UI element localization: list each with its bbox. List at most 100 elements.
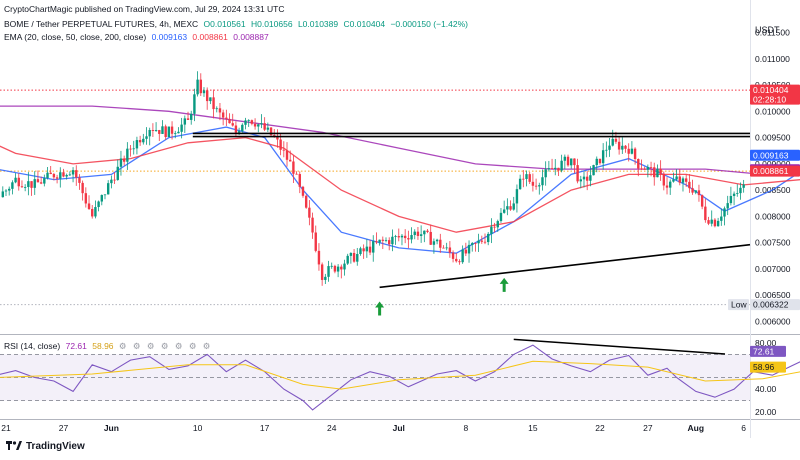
candle-body bbox=[381, 239, 385, 241]
time-tick-label: 27 bbox=[643, 423, 653, 433]
candle-body bbox=[621, 145, 624, 150]
candle-body bbox=[186, 118, 190, 120]
candle-body bbox=[205, 90, 209, 102]
candle-body bbox=[253, 123, 257, 127]
ema-line-ema50 bbox=[0, 136, 800, 233]
candle-body bbox=[314, 232, 317, 251]
candle-body bbox=[301, 186, 305, 196]
candle-body bbox=[298, 174, 301, 187]
price-label: 0.008861 bbox=[753, 166, 789, 176]
candle-body bbox=[646, 167, 650, 170]
candle-body bbox=[563, 156, 567, 161]
candle-body bbox=[333, 265, 337, 272]
candle-body bbox=[435, 239, 439, 242]
candle-body bbox=[52, 174, 56, 178]
candle-body bbox=[512, 203, 515, 210]
candle-body bbox=[336, 266, 340, 272]
price-tick-label: 0.011000 bbox=[755, 54, 790, 64]
candle-body bbox=[480, 240, 484, 242]
candle-body bbox=[110, 179, 113, 184]
candle-body bbox=[716, 220, 720, 227]
candle-body bbox=[276, 136, 279, 140]
candle-body bbox=[263, 123, 266, 130]
rsi-tick-label: 80.00 bbox=[755, 338, 777, 348]
candle-body bbox=[640, 168, 643, 170]
ema-legend[interactable]: EMA (20, close, 50, close, 200, close) 0… bbox=[4, 32, 272, 42]
price-tick-label: 0.008000 bbox=[755, 211, 791, 221]
candle-body bbox=[221, 112, 225, 118]
candle-body bbox=[659, 168, 662, 174]
rsi-signal-value: 58.96 bbox=[92, 341, 114, 351]
tradingview-footer[interactable]: TradingView bbox=[6, 441, 85, 452]
candle-body bbox=[579, 179, 582, 182]
rsi-label: RSI (14, close) bbox=[4, 341, 61, 351]
candle-body bbox=[116, 166, 119, 180]
candle-body bbox=[432, 241, 436, 245]
price-label: 0.006322 bbox=[753, 300, 789, 310]
arrow-up-icon bbox=[499, 277, 509, 292]
candle-body bbox=[573, 158, 576, 166]
candle-body bbox=[78, 177, 81, 183]
price-tick-label: 0.007500 bbox=[755, 238, 791, 248]
rsi-value: 72.61 bbox=[65, 341, 87, 351]
price-label: 0.009163 bbox=[753, 150, 789, 160]
drawing-rising-support[interactable] bbox=[379, 243, 751, 289]
candle-body bbox=[304, 195, 308, 208]
candle-body bbox=[384, 240, 388, 241]
candle-body bbox=[145, 136, 148, 139]
candle-body bbox=[119, 158, 123, 167]
candle-body bbox=[496, 221, 499, 228]
candle-body bbox=[732, 193, 736, 196]
candle-body bbox=[707, 220, 710, 224]
candle-body bbox=[723, 208, 726, 217]
candle-body bbox=[423, 230, 426, 235]
candle-body bbox=[617, 141, 621, 150]
rsi-line bbox=[0, 344, 800, 411]
indicator-settings-icons[interactable]: ⚙ ⚙ ⚙ ⚙ ⚙ ⚙ ⚙ bbox=[118, 341, 213, 351]
candle-body bbox=[506, 206, 509, 210]
candle-body bbox=[154, 130, 158, 131]
symbol-title[interactable]: BOME / Tether PERPETUAL FUTURES, 4h, MEX… bbox=[4, 19, 199, 29]
rsi-legend[interactable]: RSI (14, close) 72.61 58.96 ⚙ ⚙ ⚙ ⚙ ⚙ ⚙ … bbox=[4, 341, 215, 352]
publisher-line: CryptoChartMagic published on TradingVie… bbox=[4, 4, 288, 14]
candle-body bbox=[129, 148, 132, 150]
candle-body bbox=[493, 226, 496, 228]
low-prefix-label: Low bbox=[731, 300, 747, 310]
candle-body bbox=[375, 241, 378, 243]
candle-body bbox=[71, 170, 75, 175]
candle-body bbox=[448, 247, 452, 253]
rsi-price-label: 58.96 bbox=[753, 362, 775, 372]
candle-body bbox=[601, 150, 605, 164]
candle-body bbox=[324, 276, 327, 280]
candle-body bbox=[372, 241, 375, 253]
candle-body bbox=[289, 159, 292, 162]
candle-body bbox=[490, 226, 493, 234]
drawing-rsi-trendline[interactable] bbox=[513, 338, 726, 355]
candle-body bbox=[4, 190, 8, 192]
candle-body bbox=[225, 117, 228, 119]
candle-body bbox=[132, 148, 135, 150]
ohlc-high: H0.010656 bbox=[250, 19, 293, 29]
candle-body bbox=[174, 133, 177, 135]
candle-body bbox=[729, 195, 733, 204]
candle-body bbox=[633, 148, 637, 160]
candle-body bbox=[483, 241, 487, 243]
candle-body bbox=[582, 176, 586, 180]
candle-body bbox=[330, 265, 333, 267]
time-tick-label: 24 bbox=[327, 423, 337, 433]
candle-body bbox=[36, 179, 40, 183]
rsi-signal-line bbox=[0, 360, 800, 390]
candle-body bbox=[662, 173, 666, 186]
time-tick-label: Jun bbox=[104, 423, 119, 433]
candle-body bbox=[388, 240, 391, 245]
candle-body bbox=[522, 178, 525, 180]
candle-body bbox=[691, 188, 694, 193]
candle-body bbox=[477, 240, 480, 244]
candle-body bbox=[684, 178, 688, 182]
time-tick-label: 10 bbox=[193, 423, 203, 433]
ema-label: EMA (20, close, 50, close, 200, close) bbox=[4, 32, 147, 42]
candle-body bbox=[308, 207, 311, 218]
candle-body bbox=[49, 172, 52, 175]
candle-body bbox=[273, 135, 276, 137]
